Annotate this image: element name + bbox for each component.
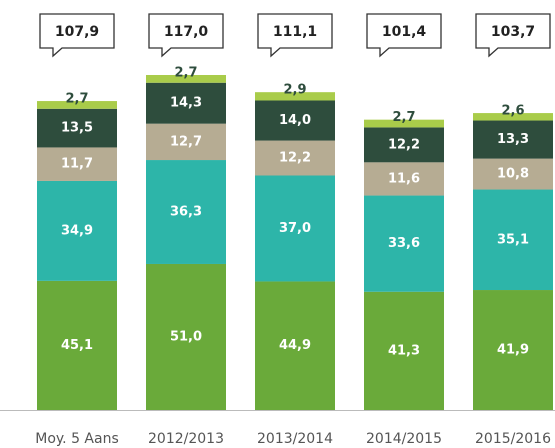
value-label: 45,1 [61, 338, 93, 353]
value-label: 12,2 [279, 151, 311, 166]
total-label: 103,7 [491, 24, 535, 40]
bar-segment [146, 263, 226, 410]
bar-segment [146, 82, 226, 124]
callout [475, 13, 551, 58]
x-tick-label: 2015/2016 [475, 431, 551, 447]
value-label: 44,9 [279, 338, 311, 353]
bar-segment [255, 175, 335, 282]
value-label: 11,7 [61, 157, 93, 172]
value-label: 14,0 [279, 113, 311, 128]
total-label: 107,9 [55, 24, 99, 40]
value-label: 12,2 [388, 137, 420, 152]
value-label: 13,3 [497, 132, 529, 147]
total-label: 101,4 [382, 24, 427, 40]
x-tick-label: 2012/2013 [148, 431, 224, 447]
bar-segment [364, 162, 444, 196]
callout [366, 13, 442, 58]
value-label: 14,3 [170, 96, 202, 111]
bar-segment [473, 158, 553, 190]
bar-segment [473, 290, 553, 410]
total-label: 111,1 [273, 24, 317, 40]
value-label: 2,9 [283, 83, 306, 98]
value-label: 41,9 [497, 343, 529, 358]
value-label: 2,6 [501, 104, 524, 119]
bar-segment [255, 281, 335, 410]
bar-segment [146, 160, 226, 264]
bar-segment [37, 180, 117, 281]
value-label: 11,6 [388, 171, 420, 186]
value-label: 33,6 [388, 236, 420, 251]
bar-segment [364, 291, 444, 410]
bar-segment [37, 108, 117, 148]
value-label: 10,8 [497, 167, 529, 182]
bar-segment [146, 123, 226, 161]
value-label: 51,0 [170, 329, 202, 344]
x-tick-label: 2014/2015 [366, 431, 442, 447]
bar-segment [255, 100, 335, 141]
bar-segment [37, 101, 117, 109]
bar-segment [473, 189, 553, 291]
value-label: 36,3 [170, 205, 202, 220]
value-label: 2,7 [174, 66, 197, 81]
x-tick-label: 2013/2014 [257, 431, 333, 447]
bar-segment [146, 75, 226, 83]
bar-segment [255, 140, 335, 176]
value-label: 34,9 [61, 223, 93, 238]
value-label: 2,7 [392, 110, 415, 125]
bar-segment [364, 195, 444, 292]
total-label: 117,0 [164, 24, 209, 40]
callout [257, 13, 333, 58]
bar-segment [473, 120, 553, 159]
bar-segment [364, 127, 444, 163]
bar-segment [37, 147, 117, 181]
bar-segment [364, 119, 444, 128]
value-label: 13,5 [61, 121, 93, 136]
x-tick-label: Moy. 5 Aans [35, 431, 119, 447]
bar-segment [473, 113, 553, 121]
bar-segment [255, 92, 335, 101]
callout [148, 13, 224, 58]
value-label: 41,3 [388, 343, 420, 358]
callout [39, 13, 115, 58]
value-label: 37,0 [279, 221, 311, 236]
value-label: 35,1 [497, 232, 529, 247]
value-label: 2,7 [65, 92, 88, 107]
value-label: 12,7 [170, 134, 202, 149]
bar-segment [37, 280, 117, 410]
